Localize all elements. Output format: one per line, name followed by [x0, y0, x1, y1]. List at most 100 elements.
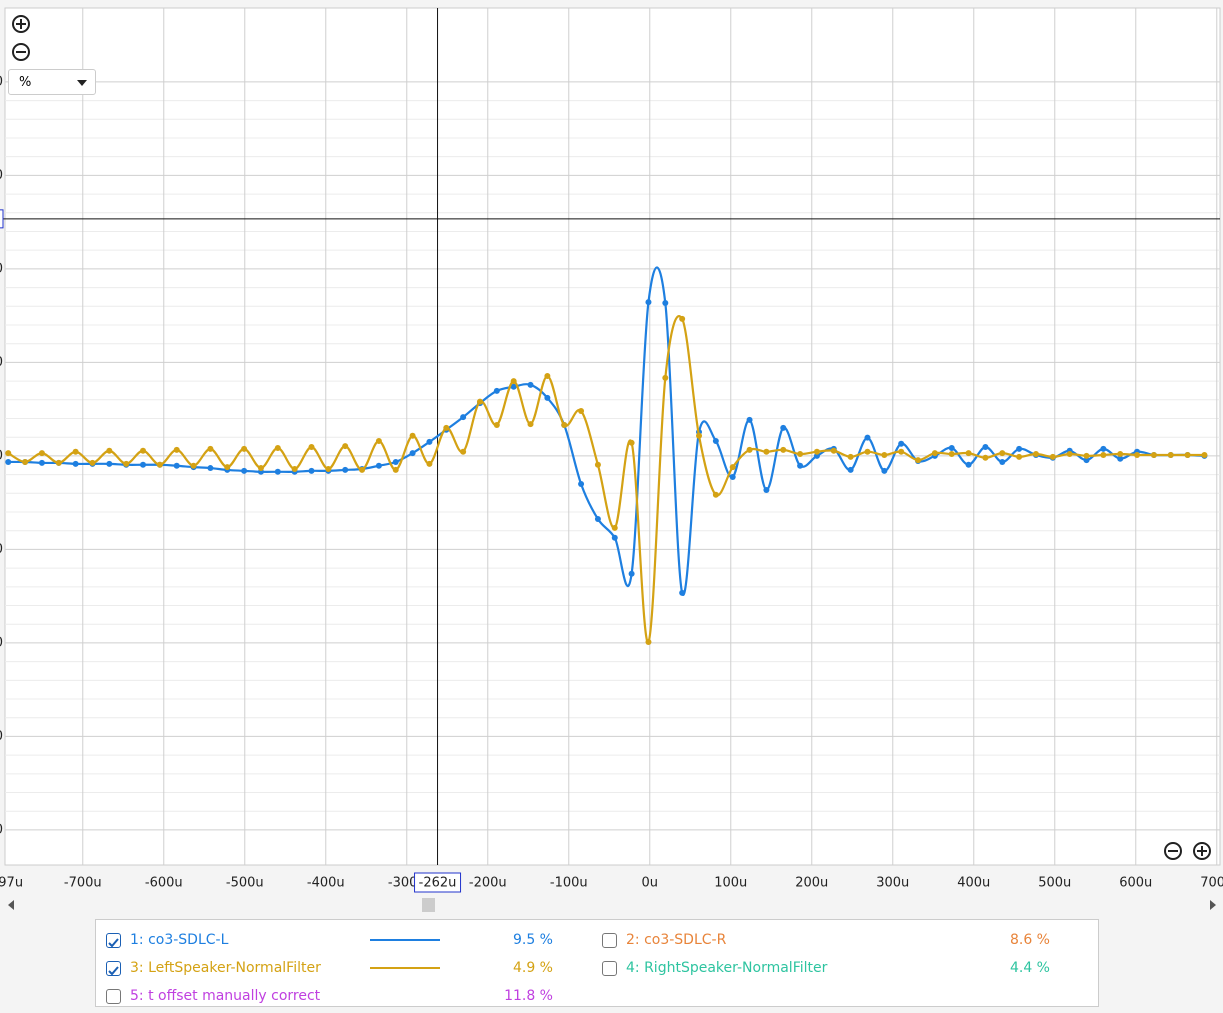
data-point	[847, 466, 854, 473]
scrollbar[interactable]	[8, 898, 1216, 912]
data-point	[813, 452, 820, 459]
legend-label: 1: co3-SDLC-L	[130, 932, 229, 948]
x-tick-label: 400u	[957, 876, 990, 891]
checkbox[interactable]	[106, 933, 121, 948]
data-point	[460, 448, 467, 455]
zoom-top[interactable]	[12, 15, 30, 61]
data-point	[375, 437, 382, 444]
data-point	[1201, 451, 1208, 458]
check	[108, 938, 119, 948]
legend-readout: 11.8 %	[504, 988, 553, 1004]
y-tick-label: 80	[0, 74, 3, 89]
data-point	[915, 457, 922, 464]
data-point	[274, 468, 281, 475]
data-point	[89, 459, 96, 466]
data-point	[1083, 457, 1090, 464]
data-point	[746, 416, 753, 423]
data-point	[864, 448, 871, 455]
data-point	[106, 447, 113, 454]
data-point	[611, 524, 618, 531]
crosshair-x-label: -262u	[419, 876, 457, 891]
data-point	[274, 444, 281, 451]
data-point	[1016, 445, 1023, 452]
data-point	[426, 438, 433, 445]
data-point	[1184, 451, 1191, 458]
data-point	[881, 451, 888, 458]
data-point	[594, 516, 601, 523]
x-tick-label: 200u	[795, 876, 828, 891]
crosshair-x-box	[414, 872, 462, 893]
unit-select[interactable]: %	[8, 69, 96, 95]
checkbox[interactable]	[106, 989, 121, 1004]
data-point	[1134, 451, 1141, 458]
data-point	[392, 458, 399, 465]
data-point	[207, 445, 214, 452]
zoom-bottom[interactable]	[1164, 842, 1211, 860]
chart: -80 -60 -40 -20 0 20 40 60 80 -797u -700u -600u -500…	[0, 7, 1223, 912]
data-point	[1066, 451, 1073, 458]
data-point	[140, 461, 147, 468]
data-point	[561, 422, 568, 429]
data-point	[645, 299, 652, 306]
legend-readout: 9.5 %	[512, 932, 553, 948]
data-point	[578, 408, 585, 415]
data-point	[1167, 451, 1174, 458]
data-point	[1083, 452, 1090, 459]
y-tick-label: 0	[0, 448, 3, 463]
dropdown-arrow	[77, 80, 87, 86]
data-point	[493, 422, 500, 429]
data-point	[881, 467, 888, 474]
y-tick-label: 20	[0, 355, 3, 370]
y-tick-label: 40	[0, 261, 3, 276]
x-tick-label: -797u	[0, 876, 23, 891]
data-point	[1100, 445, 1107, 452]
data-point	[510, 378, 517, 385]
data-point	[628, 570, 635, 577]
x-tick-label: -500u	[226, 876, 264, 891]
checkbox[interactable]	[602, 933, 617, 948]
data-point	[679, 589, 686, 596]
data-point	[797, 451, 804, 458]
plot-area	[4, 7, 1221, 866]
data-point	[72, 448, 79, 455]
data-point	[5, 450, 12, 457]
y-tick-label: -20	[0, 542, 3, 557]
data-point	[443, 424, 450, 431]
data-point	[797, 462, 804, 469]
data-point	[291, 465, 298, 472]
data-point	[460, 414, 467, 421]
y-tick-label: 60	[0, 168, 3, 183]
data-point	[763, 448, 770, 455]
data-point	[123, 460, 130, 467]
data-point	[830, 447, 837, 454]
data-point	[780, 446, 787, 453]
legend-label: 3: LeftSpeaker-NormalFilter	[130, 960, 321, 976]
data-point	[813, 448, 820, 455]
data-point	[965, 461, 972, 468]
data-point	[1100, 451, 1107, 458]
legend-swatch	[370, 967, 440, 969]
data-point	[241, 467, 248, 474]
legend-readout: 4.4 %	[1009, 960, 1050, 976]
x-tick-label: 500u	[1038, 876, 1071, 891]
crosshair-y-box	[0, 209, 4, 229]
data-point	[544, 372, 551, 379]
data-point	[527, 421, 534, 428]
data-point	[106, 460, 113, 467]
data-point	[898, 448, 905, 455]
x-tick-label: -700u	[64, 876, 102, 891]
data-point	[763, 487, 770, 494]
x-tick-label: -200u	[469, 876, 507, 891]
checkbox[interactable]	[106, 961, 121, 976]
data-point	[190, 462, 197, 469]
data-point	[38, 459, 45, 466]
data-point	[140, 447, 147, 454]
data-point	[173, 446, 180, 453]
data-point	[308, 467, 315, 474]
data-point	[948, 451, 955, 458]
data-point	[527, 381, 534, 388]
data-point	[359, 466, 366, 473]
data-point	[1150, 451, 1157, 458]
checkbox[interactable]	[602, 961, 617, 976]
